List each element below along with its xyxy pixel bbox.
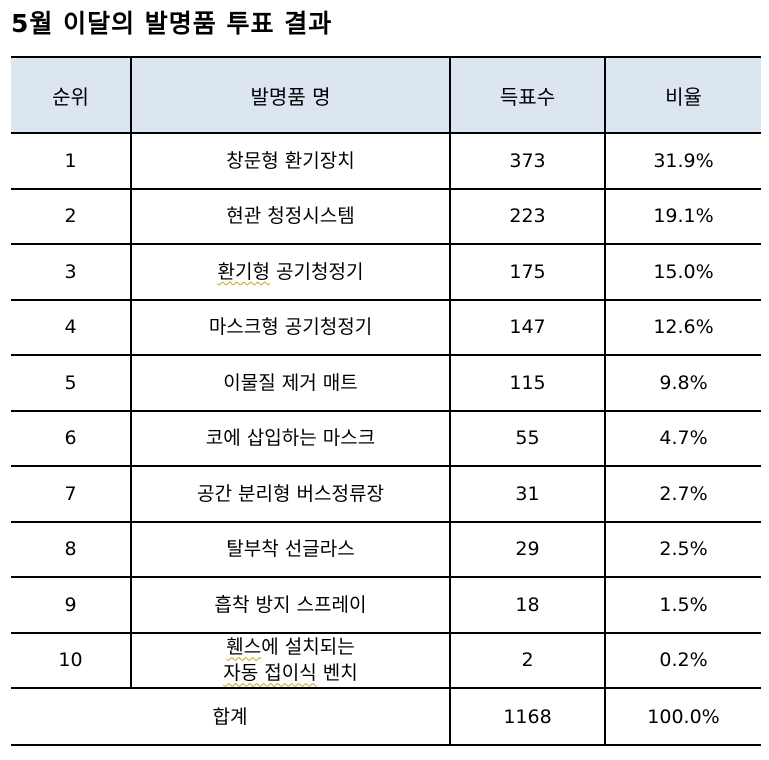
table-row: 9 흡착 방지 스프레이 18 1.5% [11,576,761,634]
cell-ratio: 1.5% [605,576,761,634]
table-row: 8 탈부착 선글라스 29 2.5% [11,520,761,578]
cell-rank: 10 [11,631,132,689]
cell-ratio: 15.0% [605,243,761,301]
header-votes: 득표수 [450,56,606,134]
header-rank: 순위 [11,56,132,134]
cell-name: 환기형 공기청정기 [131,243,451,301]
header-ratio: 비율 [605,56,761,134]
page-title: 5월 이달의 발명품 투표 결과 [11,9,333,38]
table-row: 6 코에 삽입하는 마스크 55 4.7% [11,409,761,467]
cell-votes: 29 [450,520,606,578]
header-name: 발명품 명 [131,56,451,134]
cell-rank: 5 [11,354,132,412]
cell-ratio: 19.1% [605,187,761,245]
cell-ratio: 2.5% [605,520,761,578]
cell-ratio: 0.2% [605,631,761,689]
spellcheck-flagged-text: 자동 접이식 [223,662,317,685]
total-ratio: 100.0% [605,687,761,746]
spellcheck-flagged-text: 환기형 [217,260,270,283]
cell-name: 현관 청정시스템 [131,187,451,245]
cell-name-line-1: 휀스에 설치되는 [132,634,449,660]
cell-votes: 373 [450,132,606,190]
cell-rank: 7 [11,465,132,523]
cell-rank: 2 [11,187,132,245]
cell-name-rest: 공기청정기 [270,260,364,283]
cell-name: 휀스에 설치되는 자동 접이식 벤치 [131,631,451,689]
cell-votes: 18 [450,576,606,634]
cell-name-rest: 에 설치되는 [261,636,355,659]
table-row: 7 공간 분리형 버스정류장 31 2.7% [11,465,761,523]
total-row: 합계 1168 100.0% [11,687,761,746]
total-label: 합계 [11,687,451,746]
cell-name: 마스크형 공기청정기 [131,298,451,356]
cell-name: 공간 분리형 버스정류장 [131,465,451,523]
table-row: 3 환기형 공기청정기 175 15.0% [11,243,761,301]
cell-votes: 2 [450,631,606,689]
cell-votes: 147 [450,298,606,356]
cell-ratio: 12.6% [605,298,761,356]
spellcheck-flagged-text: 휀스 [226,636,262,659]
total-votes: 1168 [450,687,606,746]
table-row: 4 마스크형 공기청정기 147 12.6% [11,298,761,356]
table-row: 5 이물질 제거 매트 115 9.8% [11,354,761,412]
cell-name: 코에 삽입하는 마스크 [131,409,451,467]
cell-votes: 31 [450,465,606,523]
table-row: 10 휀스에 설치되는 자동 접이식 벤치 2 0.2% [11,631,761,689]
cell-ratio: 9.8% [605,354,761,412]
cell-ratio: 2.7% [605,465,761,523]
table-header-row: 순위 발명품 명 득표수 비율 [11,56,761,134]
cell-rank: 1 [11,132,132,190]
table-row: 2 현관 청정시스템 223 19.1% [11,187,761,245]
table-row: 1 창문형 환기장치 373 31.9% [11,132,761,190]
cell-votes: 115 [450,354,606,412]
cell-votes: 55 [450,409,606,467]
cell-votes: 223 [450,187,606,245]
cell-name-rest: 벤치 [316,662,358,685]
cell-name: 흡착 방지 스프레이 [131,576,451,634]
cell-ratio: 31.9% [605,132,761,190]
cell-name: 탈부착 선글라스 [131,520,451,578]
cell-votes: 175 [450,243,606,301]
vote-results-table: 순위 발명품 명 득표수 비율 1 창문형 환기장치 373 31.9% 2 현… [11,56,761,746]
cell-rank: 9 [11,576,132,634]
cell-rank: 6 [11,409,132,467]
cell-rank: 4 [11,298,132,356]
cell-rank: 3 [11,243,132,301]
cell-rank: 8 [11,520,132,578]
cell-name: 창문형 환기장치 [131,132,451,190]
cell-name: 이물질 제거 매트 [131,354,451,412]
cell-name-line-2: 자동 접이식 벤치 [132,660,449,686]
cell-ratio: 4.7% [605,409,761,467]
